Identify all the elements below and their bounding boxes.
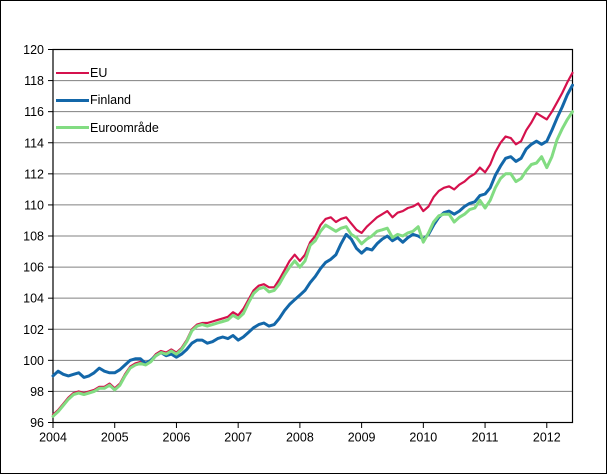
y-tick-label: 98 xyxy=(30,385,44,399)
y-tick-label: 102 xyxy=(23,323,44,337)
legend-label-euro-area: Euroområde xyxy=(90,120,159,135)
legend-swatch-eu xyxy=(56,71,89,74)
legend: EU Finland Euroområde xyxy=(56,59,159,142)
x-tick-label: 2008 xyxy=(286,431,314,445)
x-tick-label: 2007 xyxy=(224,431,252,445)
series-line-finland xyxy=(51,83,574,379)
x-tick-label: 2010 xyxy=(409,431,437,445)
legend-label-eu: EU xyxy=(90,65,108,80)
axes xyxy=(48,48,574,428)
x-tick-label: 2012 xyxy=(533,431,561,445)
axis-labels: 96 98 100 102 104 106 108 110 112 114 116 118 120 200… xyxy=(23,43,561,445)
x-tick-label: 2006 xyxy=(163,431,191,445)
y-tick-label: 96 xyxy=(30,416,44,430)
gridlines xyxy=(53,80,573,392)
legend-item-finland: Finland xyxy=(56,87,159,115)
legend-item-eu: EU xyxy=(56,59,159,87)
y-tick-label: 100 xyxy=(23,354,44,368)
legend-label-finland: Finland xyxy=(90,93,131,108)
series-line-euroområde xyxy=(51,110,574,418)
x-tick-label: 2009 xyxy=(348,431,376,445)
series-lines xyxy=(51,71,574,418)
x-tick-label: 2004 xyxy=(39,431,67,445)
x-tick-label: 2011 xyxy=(472,431,499,445)
y-tick-label: 108 xyxy=(23,230,44,244)
x-tick-label: 2005 xyxy=(101,431,129,445)
y-tick-label: 112 xyxy=(24,167,44,181)
y-tick-label: 114 xyxy=(24,136,44,150)
y-tick-label: 104 xyxy=(23,292,44,306)
legend-swatch-euro-area xyxy=(56,126,89,130)
legend-swatch-finland xyxy=(56,98,89,102)
y-tick-label: 116 xyxy=(24,105,44,119)
legend-item-euro-area: Euroområde xyxy=(56,114,159,142)
y-tick-label: 106 xyxy=(23,261,44,275)
y-tick-label: 110 xyxy=(24,198,44,212)
plot-border xyxy=(52,48,574,424)
y-tick-label: 120 xyxy=(23,43,44,57)
y-tick-label: 118 xyxy=(24,74,44,88)
